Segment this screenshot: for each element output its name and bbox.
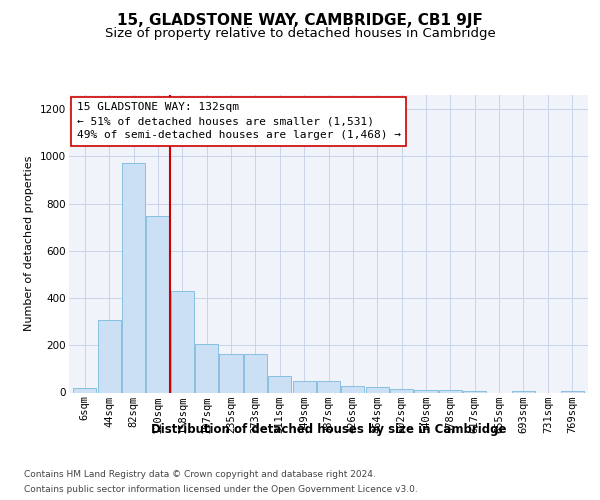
- Bar: [293, 381, 316, 392]
- Bar: [195, 344, 218, 392]
- Bar: [390, 390, 413, 392]
- Bar: [415, 390, 437, 392]
- Bar: [365, 388, 389, 392]
- Text: Contains public sector information licensed under the Open Government Licence v3: Contains public sector information licen…: [24, 485, 418, 494]
- Bar: [220, 354, 242, 393]
- Bar: [268, 376, 292, 392]
- Bar: [98, 320, 121, 392]
- Bar: [171, 292, 194, 392]
- Bar: [73, 388, 97, 392]
- Text: Contains HM Land Registry data © Crown copyright and database right 2024.: Contains HM Land Registry data © Crown c…: [24, 470, 376, 479]
- Bar: [146, 216, 170, 392]
- Text: Distribution of detached houses by size in Cambridge: Distribution of detached houses by size …: [151, 422, 506, 436]
- Y-axis label: Number of detached properties: Number of detached properties: [25, 156, 34, 332]
- Bar: [463, 390, 486, 392]
- Bar: [341, 386, 364, 392]
- Text: Size of property relative to detached houses in Cambridge: Size of property relative to detached ho…: [104, 28, 496, 40]
- Bar: [512, 390, 535, 392]
- Bar: [317, 381, 340, 392]
- Bar: [439, 390, 462, 392]
- Text: 15, GLADSTONE WAY, CAMBRIDGE, CB1 9JF: 15, GLADSTONE WAY, CAMBRIDGE, CB1 9JF: [117, 12, 483, 28]
- Bar: [122, 164, 145, 392]
- Text: 15 GLADSTONE WAY: 132sqm
← 51% of detached houses are smaller (1,531)
49% of sem: 15 GLADSTONE WAY: 132sqm ← 51% of detach…: [77, 102, 401, 141]
- Bar: [244, 354, 267, 393]
